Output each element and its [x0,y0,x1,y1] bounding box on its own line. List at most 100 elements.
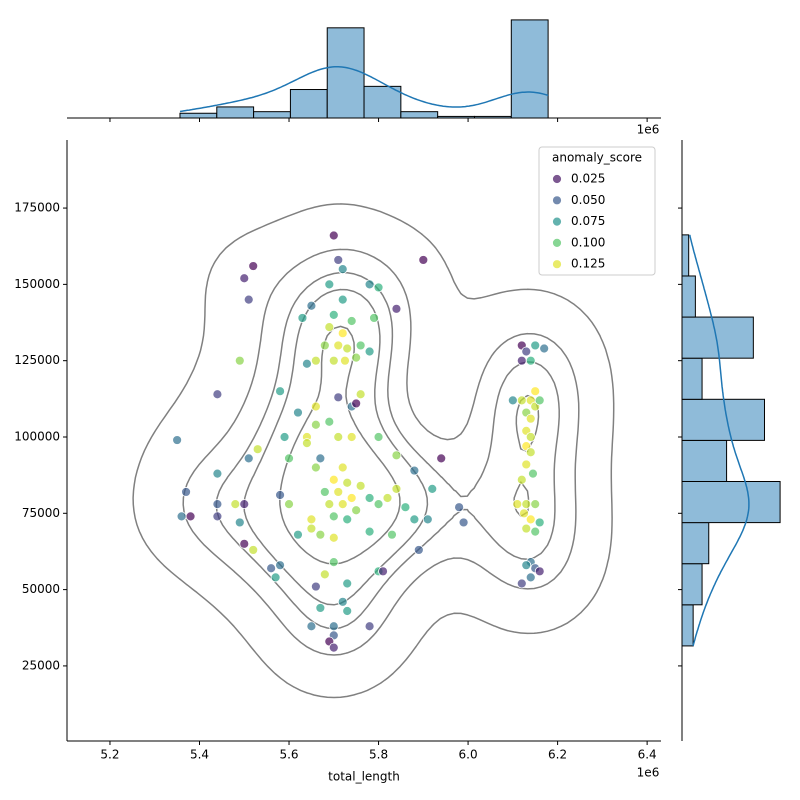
hist-bar [473,115,512,119]
scatter-point [346,316,357,326]
kde-contour [215,271,560,630]
scatter-point [328,642,339,653]
scatter-point [525,432,536,442]
scatter-point [391,483,402,494]
scatter-point [328,557,339,568]
scatter-point [387,529,397,540]
scatter-point [239,273,250,284]
scatter-point [530,340,541,351]
scatter-point [212,499,223,510]
scatter-point [516,578,527,589]
scatter-point [351,352,362,363]
hist-bar [216,106,255,119]
scatter-point [234,517,245,528]
scatter-point [530,499,541,510]
scatter-point [525,413,536,424]
scatter-point [212,389,223,400]
scatter-point [342,343,353,354]
legend-marker [552,216,562,227]
x-tick-label: 5.6 [279,748,298,762]
hist-bar [681,357,703,400]
scatter-point [369,313,379,323]
scatter-point [333,392,344,403]
scatter-point [337,264,348,275]
y-tick-label: 125000 [14,353,60,367]
scatter-point [248,545,259,555]
scatter-point [337,596,348,607]
scatter-point [185,511,196,522]
scatter-point [337,294,348,305]
y-tick-label: 100000 [14,429,60,443]
scatter-point [436,453,447,464]
x-tick-label: 6.0 [459,748,478,762]
scatter-point [364,279,375,290]
scatter-point [530,386,541,397]
x-tick-label: 5.8 [369,748,388,762]
scatter-point [525,572,536,583]
scatter-point [310,462,321,473]
x-tick-label: 5.4 [190,748,209,762]
scatter-point [427,483,438,494]
hist-bar [437,115,475,119]
scatter-point [355,389,366,400]
scatter-point [418,255,429,265]
scatter-point [355,340,366,351]
scatter-point [516,355,527,366]
scatter-point [315,453,326,464]
x-tick-label: 6.2 [548,748,567,762]
scatter-point [521,346,532,357]
scatter-point [324,416,335,427]
scatter-point [521,499,532,510]
scatter-point [337,328,348,339]
scatter-point [342,477,353,488]
scatter-point [324,499,335,510]
scatter-point [512,499,523,510]
scatter-point [306,514,317,525]
scatter-point [521,560,532,571]
scatter-point [346,493,357,503]
scatter-point [324,322,335,333]
scatter-point [328,309,339,320]
scatter-point [279,432,290,442]
hist-bar [681,439,728,482]
kde-contour [243,288,540,606]
hist-bar [681,234,690,277]
scatter-point [519,508,529,519]
hist-bar [681,316,754,359]
scatter-point [275,490,285,500]
scatter-point [333,487,344,497]
legend-marker [552,195,562,206]
scatter-point [306,523,317,534]
scatter-point [391,303,402,314]
scatter-point [310,419,321,430]
scatter-point [172,435,183,445]
legend-marker [552,174,562,184]
scatter-point [315,529,326,540]
scatter-point [333,255,344,265]
hist-bar [179,112,218,119]
scatter-point [252,444,263,455]
hist-bar [363,85,402,119]
y-tick-label: 175000 [14,201,60,215]
kde-contour [132,203,615,699]
hist-bar [326,27,365,119]
scatter-point [525,355,536,366]
scatter-point [333,432,344,442]
scatter-point [364,346,375,357]
x-offset-label: 1e6 [637,766,660,780]
scatter-point [230,499,241,510]
scatter-point [525,447,536,458]
scatter-point [328,474,339,485]
scatter-point [409,514,420,525]
legend-title: anomaly_score [552,151,642,165]
scatter-point [239,499,250,510]
y-tick-label: 75000 [22,506,60,520]
scatter-point [391,450,402,461]
scatter-point [293,407,303,418]
legend-box [538,146,656,276]
scatter-point [534,566,545,577]
scatter-point [346,432,357,442]
scatter-point [534,517,545,528]
scatter-point [528,468,538,479]
